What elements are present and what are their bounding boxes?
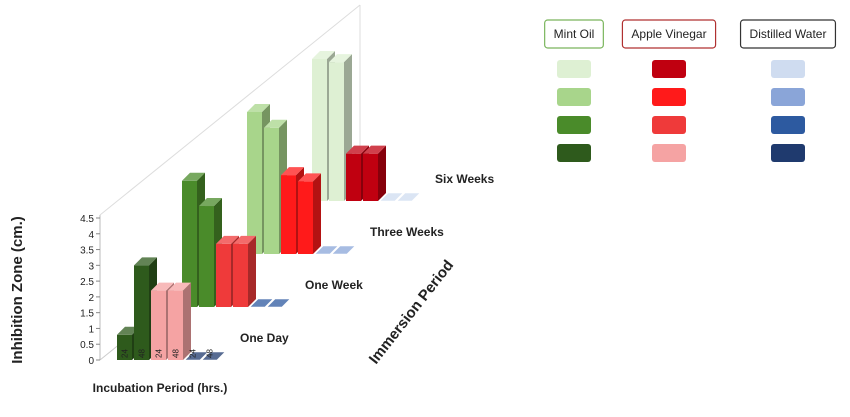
legend-header: Apple Vinegar [631,27,706,41]
bar-front [264,127,279,254]
x-tick-label: 48 [206,349,215,358]
x-axis-title: Incubation Period (hrs.) [93,381,228,395]
x-tick-label: 24 [121,349,130,358]
x-tick-label: 48 [172,349,181,358]
bar [266,298,291,308]
bar-top [266,298,291,308]
bar-top [216,235,239,244]
y-tick-label: 2 [88,293,94,304]
bar-top [314,245,339,255]
period-label: One Week [305,278,363,292]
bar-front [117,334,132,360]
y-tick-label: 4 [88,230,94,241]
bar-front [312,59,327,201]
bar-front [281,175,296,254]
legend-swatch [652,88,686,106]
bar-top [199,198,222,207]
bar [396,192,421,202]
legend-swatch [652,116,686,134]
y-tick-label: 1.5 [80,309,94,320]
x-tick-label: 24 [189,349,198,358]
bar-front [363,153,378,201]
bar-top [184,351,209,361]
bar-top [281,167,304,176]
y-axis-title: Inhibition Zone (cm.) [9,216,26,363]
bar [331,245,356,255]
bar-side [183,282,191,360]
bar-front [168,290,183,360]
bar-front [247,112,262,254]
bar [168,282,191,360]
bar [233,235,256,307]
bar-front [329,62,344,202]
bar-front [134,265,149,360]
bar-top [247,104,270,112]
legend-swatch [557,144,591,162]
bar [201,351,226,361]
bar-front [199,206,214,307]
bar-top [201,351,226,361]
legend-swatch [652,144,686,162]
bar-top [379,192,404,202]
y-tick-label: 2.5 [80,277,94,288]
period-label: Six Weeks [435,172,494,186]
legend-swatch [557,60,591,78]
x-tick-label: 24 [155,349,164,358]
bar-top [249,298,274,308]
bar-side [248,235,256,307]
y-tick-label: 0.5 [80,340,94,351]
legend-swatch [771,88,805,106]
bar-top [363,145,386,154]
bar-front [233,243,248,307]
legend-box [621,19,717,49]
y-tick-label: 1 [88,324,94,335]
legend-header: Mint Oil [554,27,595,41]
bar-front [298,181,313,254]
bar-front [346,153,361,201]
bar-front [151,290,166,360]
bar-top [168,282,191,291]
bar-top [329,54,352,63]
bar-top [233,235,256,244]
y-tick-label: 3 [88,261,94,272]
bar [379,192,404,202]
legend-swatch [771,60,805,78]
legend-box [739,19,837,49]
x-tick-label: 48 [138,349,147,358]
period-label: Three Weeks [370,225,444,239]
bar [298,173,321,254]
bar-top [298,173,321,182]
z-axis-title: Immersion Period [366,257,457,367]
top-edge [99,4,361,216]
bar [184,351,209,361]
legend-box [544,19,604,49]
bar [314,245,339,255]
bar-front [216,243,231,307]
bar-front [182,180,197,307]
bar-top [312,51,335,59]
bar-top [182,172,205,181]
bar-top [151,282,174,291]
y-tick-label: 0 [88,356,94,367]
bar-top [134,257,157,266]
legend-swatch [771,116,805,134]
legend-header: Distilled Water [750,27,827,41]
bar-side [378,145,386,201]
legend-swatch [557,116,591,134]
period-label: One Day [240,331,289,345]
y-tick-label: 4.5 [80,214,94,225]
bar-side [313,173,321,254]
legend-swatch [771,144,805,162]
bar [363,145,386,201]
bar-top [264,119,287,128]
legend-swatch [557,88,591,106]
bar-top [331,245,356,255]
y-tick-label: 3.5 [80,246,94,257]
legend-swatch [652,60,686,78]
bar-top [396,192,421,202]
bar [249,298,274,308]
bar-top [346,145,369,154]
